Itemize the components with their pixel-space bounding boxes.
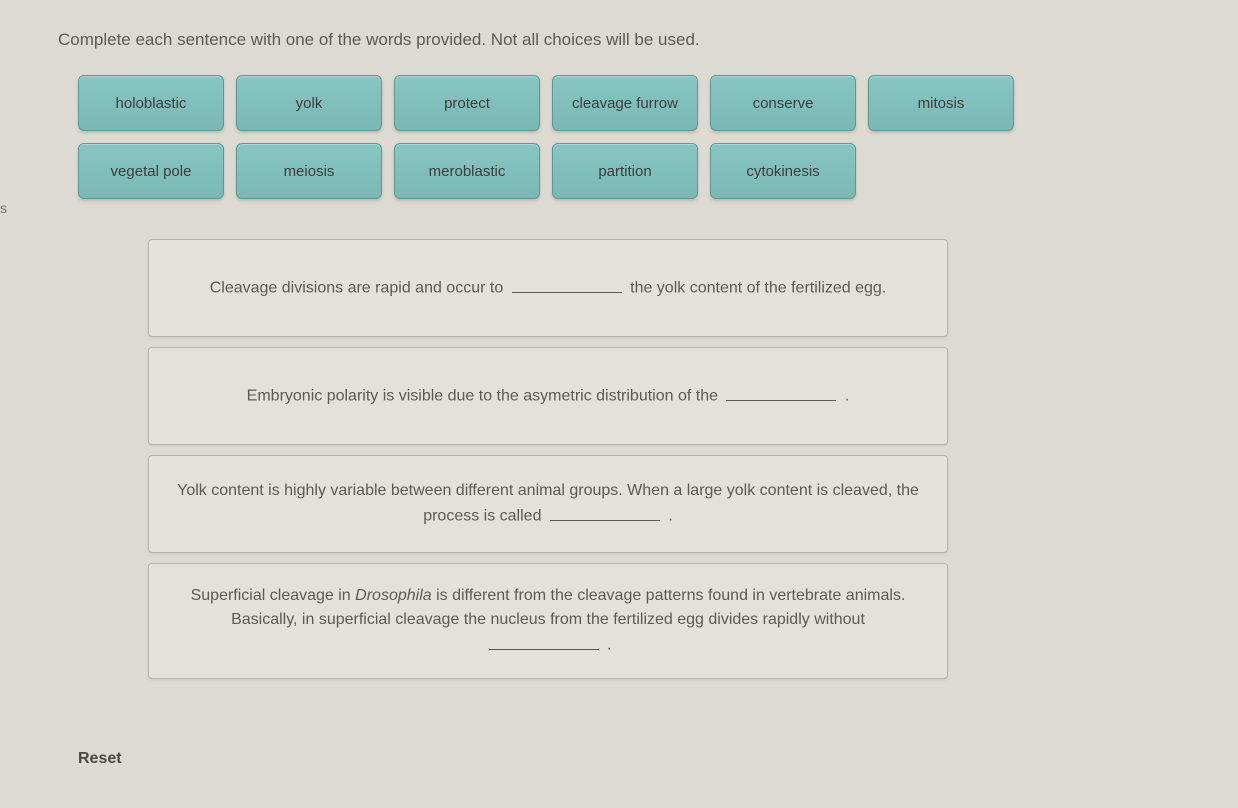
sentence-4-part1: Superficial cleavage in: [191, 587, 356, 604]
word-chip-yolk[interactable]: yolk: [236, 75, 382, 131]
sentence-2-part2: .: [840, 388, 849, 405]
word-chip-cytokinesis[interactable]: cytokinesis: [710, 143, 856, 199]
instructions-text: Complete each sentence with one of the w…: [58, 30, 1188, 50]
sentence-3-part2: .: [664, 508, 673, 525]
word-chip-meiosis[interactable]: meiosis: [236, 143, 382, 199]
word-chip-meroblastic[interactable]: meroblastic: [394, 143, 540, 199]
word-bank: holoblastic yolk protect cleavage furrow…: [78, 75, 1188, 199]
word-chip-holoblastic[interactable]: holoblastic: [78, 75, 224, 131]
sentence-4-italic: Drosophila: [355, 587, 431, 604]
sentence-list: Cleavage divisions are rapid and occur t…: [148, 239, 948, 679]
sentence-3-blank[interactable]: [550, 503, 660, 521]
sentence-3-part1: Yolk content is highly variable between …: [177, 482, 919, 525]
sentence-2-part1: Embryonic polarity is visible due to the…: [247, 388, 723, 405]
word-chip-cleavage-furrow[interactable]: cleavage furrow: [552, 75, 698, 131]
word-chip-conserve[interactable]: conserve: [710, 75, 856, 131]
word-chip-mitosis[interactable]: mitosis: [868, 75, 1014, 131]
word-bank-row-2: vegetal pole meiosis meroblastic partiti…: [78, 143, 1188, 199]
sentence-1-part1: Cleavage divisions are rapid and occur t…: [210, 280, 508, 297]
sentence-3[interactable]: Yolk content is highly variable between …: [148, 455, 948, 553]
word-bank-row-1: holoblastic yolk protect cleavage furrow…: [78, 75, 1188, 131]
word-chip-partition[interactable]: partition: [552, 143, 698, 199]
sentence-4-part3: .: [603, 637, 612, 654]
sentence-4-blank[interactable]: [489, 632, 599, 650]
sentence-1-part2: the yolk content of the fertilized egg.: [626, 280, 887, 297]
sentence-1[interactable]: Cleavage divisions are rapid and occur t…: [148, 239, 948, 337]
side-tab-label: s: [0, 200, 8, 216]
word-chip-vegetal-pole[interactable]: vegetal pole: [78, 143, 224, 199]
sentence-4[interactable]: Superficial cleavage in Drosophila is di…: [148, 563, 948, 679]
word-chip-protect[interactable]: protect: [394, 75, 540, 131]
sentence-2[interactable]: Embryonic polarity is visible due to the…: [148, 347, 948, 445]
sentence-2-blank[interactable]: [726, 383, 836, 401]
sentence-1-blank[interactable]: [512, 275, 622, 293]
reset-button[interactable]: Reset: [78, 750, 122, 768]
main-content: Complete each sentence with one of the w…: [0, 0, 1238, 679]
